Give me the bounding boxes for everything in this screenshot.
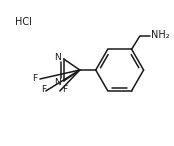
Text: HCl: HCl xyxy=(15,17,32,27)
Text: F: F xyxy=(32,74,37,84)
Text: N: N xyxy=(54,53,61,62)
Text: NH₂: NH₂ xyxy=(151,30,169,40)
Text: F: F xyxy=(41,85,46,94)
Text: N: N xyxy=(54,78,61,87)
Text: F: F xyxy=(62,85,67,94)
